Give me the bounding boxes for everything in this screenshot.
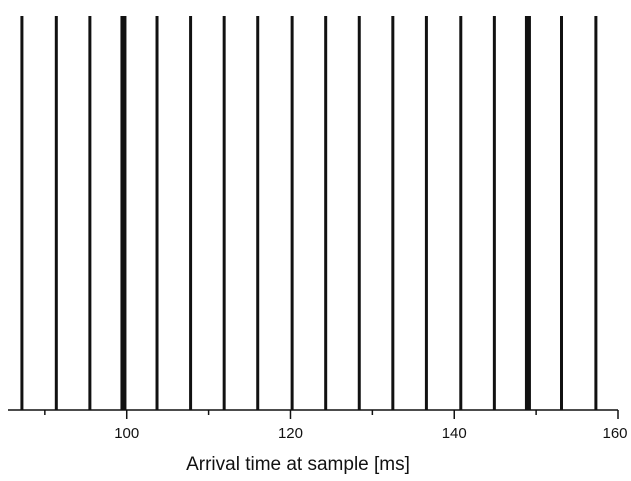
x-minor-ticks <box>44 410 537 415</box>
x-tick-label: 100 <box>114 425 139 442</box>
x-axis-title: Arrival time at sample [ms] <box>186 454 410 475</box>
spike-lines <box>20 16 598 410</box>
x-tick-label: 120 <box>278 425 303 442</box>
x-tick-label: 140 <box>442 425 467 442</box>
x-major-ticks <box>125 410 619 419</box>
x-tick-label: 160 <box>602 425 627 442</box>
x-tick-labels: 100 120 140 160 <box>114 425 627 442</box>
